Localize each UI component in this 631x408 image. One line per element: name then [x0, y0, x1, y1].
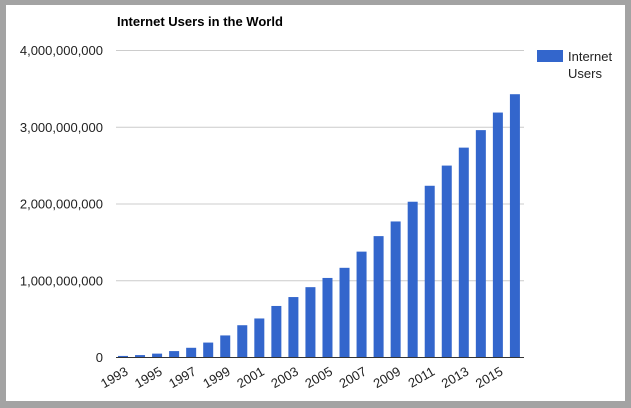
bar-2008[interactable]: [373, 236, 384, 357]
bar-2016[interactable]: [509, 94, 520, 357]
bar-2000[interactable]: [237, 325, 248, 357]
bar-2007[interactable]: [356, 251, 367, 357]
bar-2004[interactable]: [305, 287, 316, 357]
bar-2013[interactable]: [458, 147, 469, 357]
x-tick-label: 2013: [439, 364, 472, 391]
bar-2006[interactable]: [339, 267, 350, 357]
bar-1995[interactable]: [152, 353, 163, 357]
bar-2011[interactable]: [424, 185, 435, 357]
bar-2015[interactable]: [492, 112, 503, 358]
bar-2009[interactable]: [390, 221, 401, 357]
legend-swatch: [537, 50, 563, 62]
x-tick-label: 2009: [371, 364, 404, 391]
x-tick-label: 2015: [473, 364, 506, 391]
x-tick-label: 2007: [337, 364, 370, 391]
bar-2003[interactable]: [288, 297, 299, 357]
bar-1996[interactable]: [169, 351, 180, 357]
bar-2010[interactable]: [407, 201, 418, 357]
y-tick-label: 0: [96, 350, 103, 365]
legend: Internet Users: [537, 49, 612, 81]
y-tick-label: 3,000,000,000: [20, 120, 103, 135]
bar-1993[interactable]: [118, 355, 128, 357]
x-tick-label: 1999: [200, 364, 233, 391]
legend-label-line1: Internet: [568, 49, 612, 64]
x-tick-label: 2005: [302, 364, 335, 391]
bar-2002[interactable]: [271, 305, 282, 357]
x-tick-label: 2003: [268, 364, 301, 391]
legend-label-line2: Users: [568, 66, 602, 81]
bar-1999[interactable]: [220, 335, 231, 357]
x-tick-label: 1995: [132, 364, 165, 391]
y-tick-label: 2,000,000,000: [20, 197, 103, 212]
bar-2005[interactable]: [322, 277, 333, 357]
bar-1998[interactable]: [203, 342, 214, 357]
y-tick-label: 1,000,000,000: [20, 273, 103, 288]
x-tick-label: 2001: [234, 364, 267, 391]
y-tick-label: 4,000,000,000: [20, 43, 103, 58]
bar-2014[interactable]: [475, 130, 486, 357]
bar-1994[interactable]: [135, 355, 146, 357]
x-tick-label: 2011: [405, 364, 437, 391]
bar-2001[interactable]: [254, 318, 265, 357]
x-tick-label: 1997: [166, 364, 199, 391]
chart-frame: [6, 5, 625, 401]
x-tick-label: 1993: [98, 364, 131, 391]
bar-1997[interactable]: [186, 347, 197, 357]
bar-2012[interactable]: [441, 165, 452, 357]
chart-title: Internet Users in the World: [117, 14, 283, 29]
